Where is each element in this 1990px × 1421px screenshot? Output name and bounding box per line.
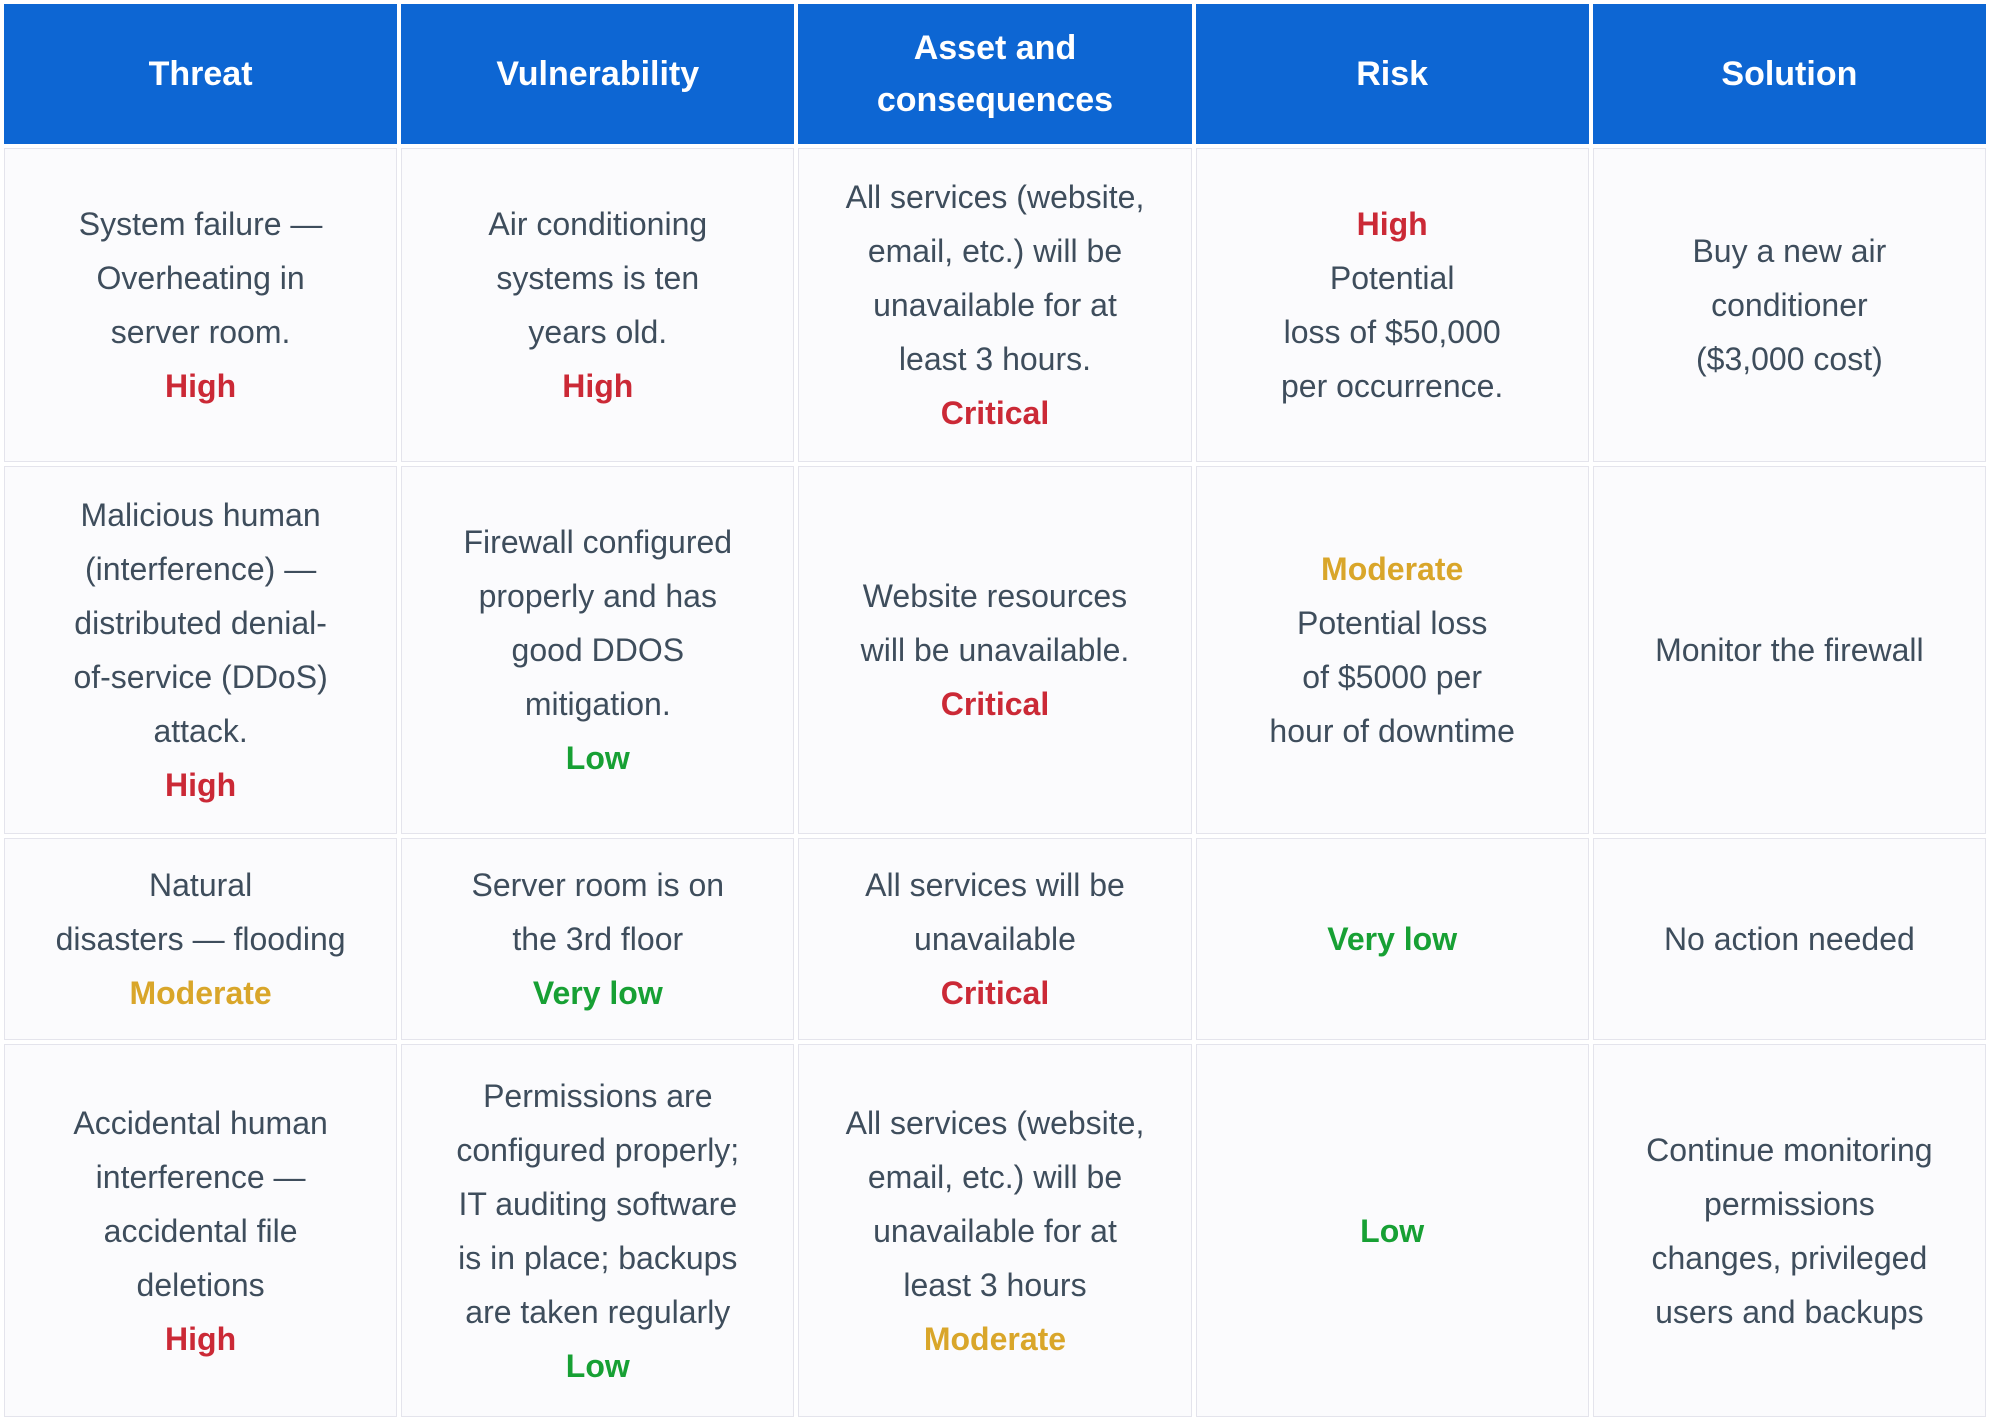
cell-text: Accidental human interference — accident…	[73, 1104, 328, 1303]
cell-text: All services (website, email, etc.) will…	[845, 1104, 1145, 1303]
cell-vulnerability: Firewall configured properly and has goo…	[401, 466, 795, 834]
cell-text: Air conditioning systems is ten years ol…	[488, 206, 708, 350]
table-row: System failure — Overheating in server r…	[4, 148, 1986, 462]
cell-solution: Monitor the firewall	[1592, 466, 1986, 834]
cell-text: Monitor the firewall	[1655, 632, 1924, 668]
cell-text: All services will be unavailable	[865, 867, 1125, 957]
cell-threat: Accidental human interference — accident…	[4, 1044, 398, 1417]
cell-text: All services (website, email, etc.) will…	[845, 179, 1145, 377]
cell-threat: Natural disasters — flooding Moderate	[4, 838, 398, 1040]
column-header-risk: Risk	[1195, 4, 1589, 144]
column-header-asset-consequences: Asset and consequences	[798, 4, 1192, 144]
column-header-label: Vulnerability	[496, 55, 700, 93]
cell-text: Potential loss of $5000 per hour of down…	[1269, 605, 1515, 749]
cell-solution: No action needed	[1592, 838, 1986, 1040]
cell-asset-consequences: Website resources will be unavailable. C…	[798, 466, 1192, 834]
severity-badge: High	[165, 767, 237, 803]
severity-badge: Moderate	[129, 975, 272, 1011]
column-header-vulnerability: Vulnerability	[401, 4, 795, 144]
severity-badge: High	[562, 368, 634, 404]
column-header-threat: Threat	[4, 4, 398, 144]
column-header-label: Solution	[1721, 55, 1858, 93]
header-row: Threat Vulnerability Asset and consequen…	[4, 4, 1986, 144]
table-row: Malicious human (interference) — distrib…	[4, 466, 1986, 834]
cell-threat: Malicious human (interference) — distrib…	[4, 466, 398, 834]
cell-asset-consequences: All services (website, email, etc.) will…	[798, 1044, 1192, 1417]
risk-level-badge: Low	[1360, 1212, 1425, 1249]
cell-solution: Buy a new air conditioner ($3,000 cost)	[1592, 148, 1986, 462]
cell-text: Website resources will be unavailable.	[860, 578, 1130, 668]
cell-solution: Continue monitoring permissions changes,…	[1592, 1044, 1986, 1417]
cell-text: No action needed	[1663, 921, 1915, 957]
cell-vulnerability: Permissions are configured properly; IT …	[401, 1044, 795, 1417]
cell-asset-consequences: All services (website, email, etc.) will…	[798, 148, 1192, 462]
cell-asset-consequences: All services will be unavailable Critica…	[798, 838, 1192, 1040]
severity-badge: Low	[565, 1347, 630, 1384]
cell-text: Permissions are configured properly; IT …	[456, 1077, 740, 1330]
cell-text: Potential loss of $50,000 per occurrence…	[1280, 260, 1504, 404]
cell-text: System failure — Overheating in server r…	[78, 206, 323, 350]
cell-text: Server room is on the 3rd floor	[471, 867, 725, 957]
column-header-label: Asset and consequences	[876, 29, 1114, 119]
severity-badge: Moderate	[923, 1320, 1067, 1357]
cell-text: Natural disasters — flooding	[55, 867, 346, 957]
cell-text: Firewall configured properly and has goo…	[463, 524, 733, 722]
severity-badge: High	[165, 1320, 237, 1357]
cell-vulnerability: Air conditioning systems is ten years ol…	[401, 148, 795, 462]
cell-risk: Moderate Potential loss of $5000 per hou…	[1195, 466, 1589, 834]
risk-level-badge: Moderate	[1321, 551, 1464, 587]
cell-threat: System failure — Overheating in server r…	[4, 148, 398, 462]
table-row: Natural disasters — flooding Moderate Se…	[4, 838, 1986, 1040]
table-row: Accidental human interference — accident…	[4, 1044, 1986, 1417]
severity-badge: Critical	[940, 975, 1050, 1011]
cell-text: Malicious human (interference) — distrib…	[73, 497, 328, 749]
cell-risk: Very low	[1195, 838, 1589, 1040]
cell-text: Continue monitoring permissions changes,…	[1646, 1131, 1933, 1330]
severity-badge: High	[165, 368, 237, 404]
severity-badge: Critical	[940, 395, 1050, 431]
severity-badge: Low	[565, 740, 630, 776]
severity-badge: Critical	[940, 686, 1050, 722]
cell-risk: Low	[1195, 1044, 1589, 1417]
cell-text: Buy a new air conditioner ($3,000 cost)	[1692, 233, 1887, 377]
column-header-solution: Solution	[1592, 4, 1986, 144]
column-header-label: Risk	[1356, 55, 1429, 93]
severity-badge: Very low	[532, 975, 663, 1011]
risk-level-badge: High	[1356, 206, 1428, 242]
column-header-label: Threat	[148, 55, 253, 93]
risk-level-badge: Very low	[1327, 921, 1458, 957]
cell-vulnerability: Server room is on the 3rd floor Very low	[401, 838, 795, 1040]
cell-risk: High Potential loss of $50,000 per occur…	[1195, 148, 1589, 462]
